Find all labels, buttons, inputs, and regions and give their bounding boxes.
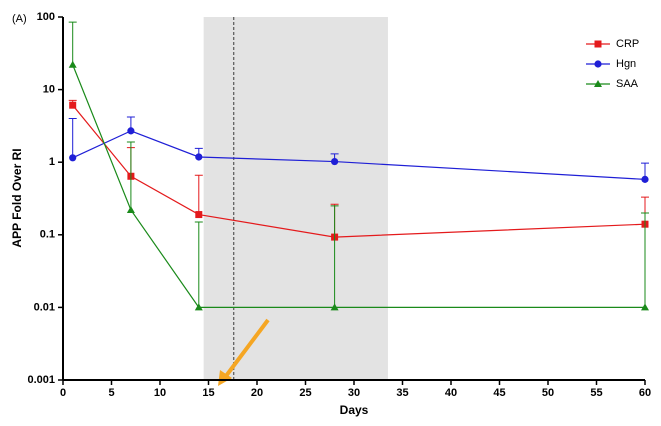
marker	[127, 127, 135, 135]
arrow-head	[218, 370, 232, 386]
marker	[594, 80, 602, 87]
marker	[594, 60, 602, 68]
x-tick-label: 10	[154, 387, 166, 399]
x-tick-label: 20	[251, 387, 263, 399]
x-tick-label: 5	[108, 387, 114, 399]
error-bar	[330, 205, 339, 308]
x-tick-label: 25	[299, 387, 311, 399]
y-axis-title: APP Fold Over RI	[10, 148, 24, 247]
error-bar	[194, 174, 203, 215]
marker	[68, 60, 77, 68]
x-tick-label: 40	[445, 387, 457, 399]
marker	[69, 154, 77, 162]
background-layer	[203, 17, 388, 380]
x-tick-label: 55	[590, 387, 602, 399]
marker	[195, 211, 203, 219]
x-tick-label: 15	[202, 387, 214, 399]
legend-label: CRP	[616, 38, 639, 50]
x-tick-label: 60	[639, 387, 651, 399]
legend-label: SAA	[616, 78, 639, 90]
x-tick-label: 30	[348, 387, 360, 399]
x-tick-label: 35	[396, 387, 408, 399]
marker	[594, 40, 602, 48]
error-bar	[641, 212, 649, 308]
marker	[641, 303, 649, 311]
y-tick-label: 10	[43, 84, 55, 96]
y-tick-label: 100	[37, 11, 55, 23]
y-tick-label: 0.1	[40, 229, 55, 241]
marker	[641, 175, 649, 183]
y-tick-label: 0.001	[27, 374, 55, 386]
error-bar	[194, 221, 203, 308]
error-bar	[68, 21, 77, 65]
marker	[69, 101, 77, 109]
y-tick-label: 1	[49, 156, 55, 168]
marker	[194, 303, 203, 311]
error-bar	[126, 141, 135, 210]
x-tick-label: 50	[542, 387, 554, 399]
marker	[126, 205, 135, 213]
x-axis-title: Days	[340, 403, 369, 417]
legend-label: Hgn	[616, 58, 636, 70]
marker	[330, 303, 339, 311]
y-tick-label: 0.01	[34, 301, 55, 313]
shaded-region	[203, 17, 388, 380]
marker	[195, 153, 203, 161]
arrow-shaft	[224, 318, 270, 378]
panel-label: (A)	[12, 13, 27, 25]
x-tick-label: 0	[60, 387, 66, 399]
x-tick-label: 45	[493, 387, 505, 399]
error-bar	[68, 117, 77, 158]
annotation-arrow	[218, 318, 270, 386]
marker	[331, 157, 339, 166]
